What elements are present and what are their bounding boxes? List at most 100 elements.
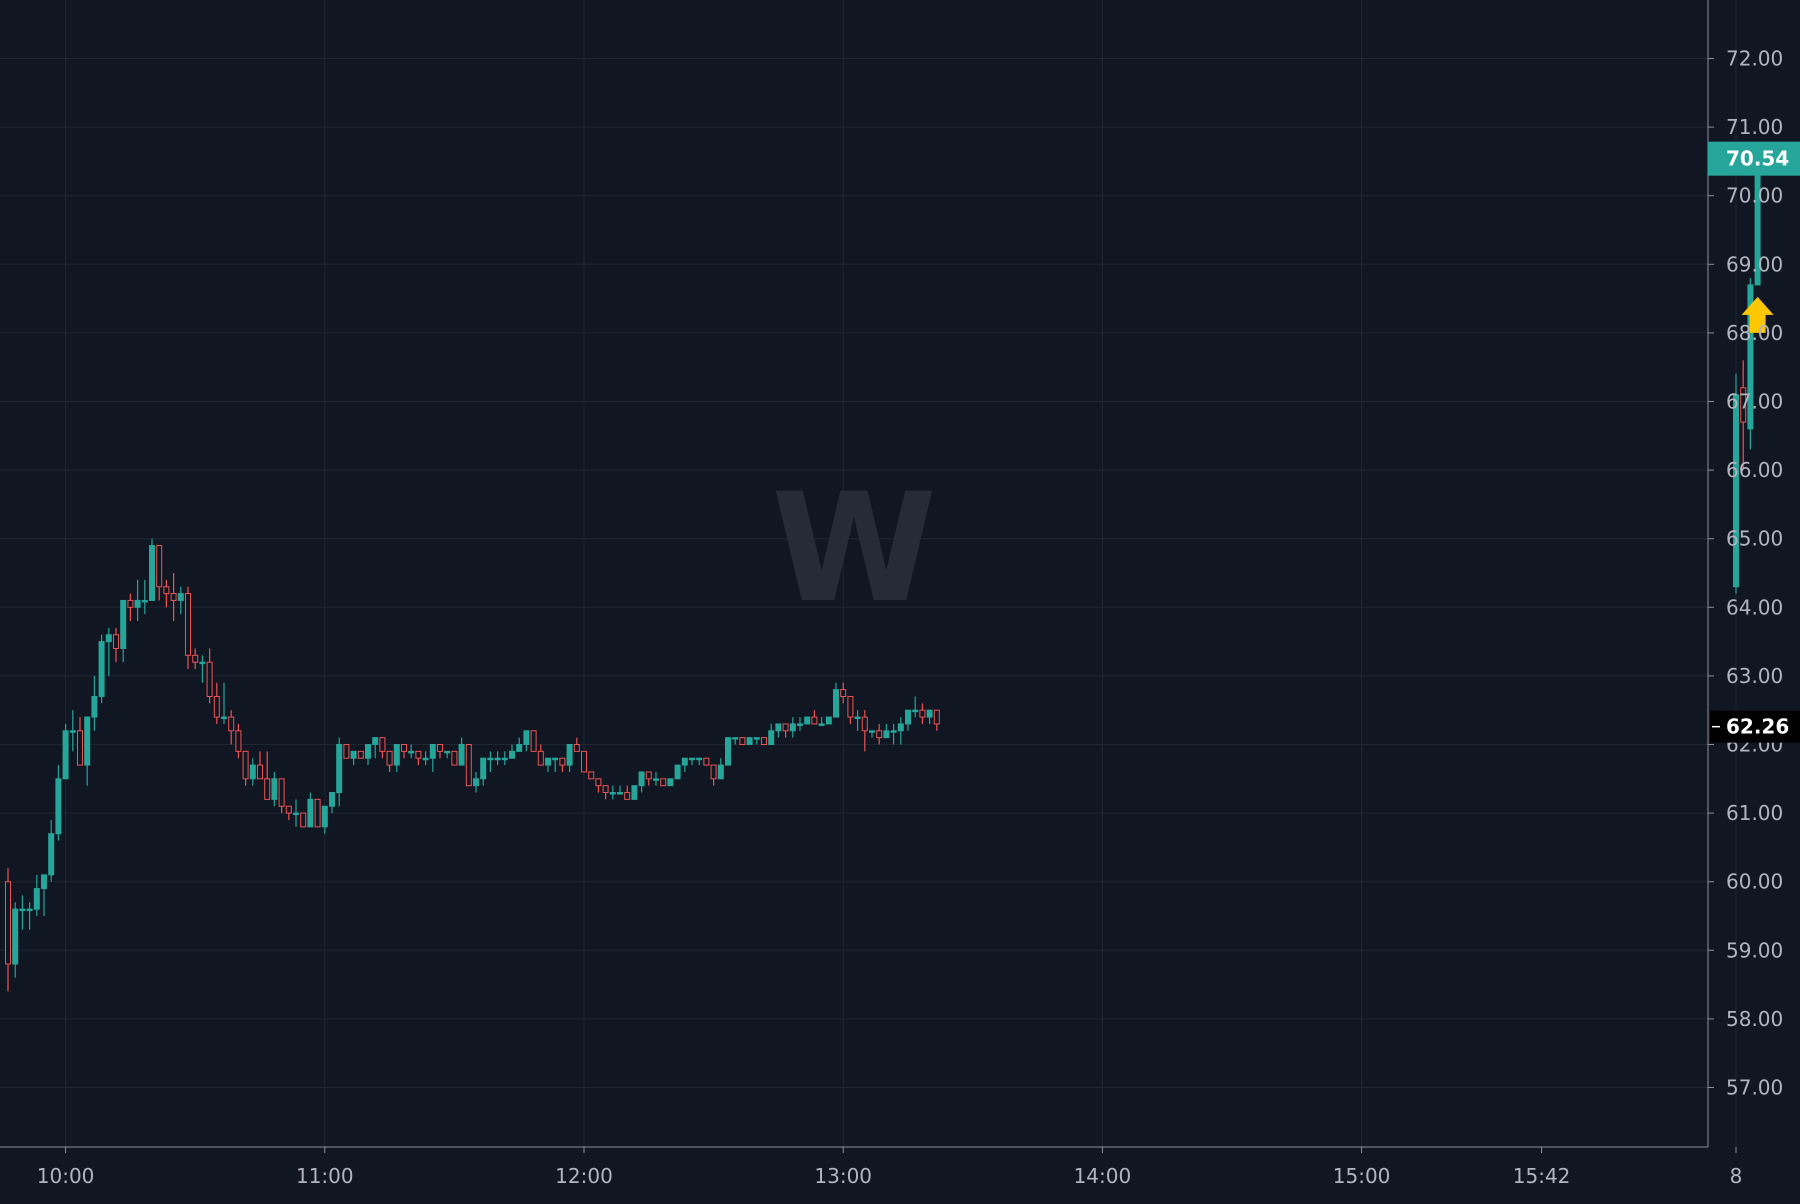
candle[interactable] bbox=[602, 785, 609, 800]
candle[interactable] bbox=[825, 716, 832, 725]
candle[interactable] bbox=[98, 634, 105, 704]
candle[interactable] bbox=[739, 737, 746, 746]
candle[interactable] bbox=[329, 792, 335, 814]
candle[interactable] bbox=[473, 771, 479, 793]
candle[interactable] bbox=[444, 750, 451, 759]
candle[interactable] bbox=[509, 744, 515, 759]
candle[interactable] bbox=[451, 750, 458, 766]
candle[interactable] bbox=[105, 627, 112, 676]
candle[interactable] bbox=[761, 737, 767, 746]
candle[interactable] bbox=[55, 765, 62, 841]
candle[interactable] bbox=[170, 573, 177, 622]
candle[interactable] bbox=[113, 627, 119, 663]
candle[interactable] bbox=[343, 744, 350, 759]
candle[interactable] bbox=[833, 682, 839, 718]
candle[interactable] bbox=[149, 538, 155, 601]
time-axis[interactable]: 10:00 11:00 12:00 13:00 14:00 15:00 15:42 8 bbox=[37, 1147, 1743, 1188]
candle[interactable] bbox=[429, 744, 436, 772]
candle[interactable] bbox=[883, 723, 890, 739]
candle[interactable] bbox=[69, 710, 76, 752]
candle[interactable] bbox=[336, 737, 343, 807]
candle[interactable] bbox=[703, 757, 710, 766]
candle[interactable] bbox=[1740, 360, 1747, 471]
candle[interactable] bbox=[797, 717, 803, 731]
candle[interactable] bbox=[249, 758, 256, 786]
candle[interactable] bbox=[465, 744, 472, 787]
candle[interactable] bbox=[530, 730, 537, 752]
candle[interactable] bbox=[372, 737, 379, 759]
candle[interactable] bbox=[573, 737, 580, 752]
candle[interactable] bbox=[523, 730, 530, 752]
candle[interactable] bbox=[890, 723, 897, 745]
candle[interactable] bbox=[314, 798, 321, 828]
candle[interactable] bbox=[631, 785, 638, 800]
candle[interactable] bbox=[746, 737, 753, 746]
candle[interactable] bbox=[350, 750, 357, 766]
candle[interactable] bbox=[732, 737, 739, 745]
candle[interactable] bbox=[480, 757, 487, 786]
candle[interactable] bbox=[33, 874, 40, 916]
candle[interactable] bbox=[876, 723, 883, 745]
candle[interactable] bbox=[861, 710, 868, 752]
candle[interactable] bbox=[501, 751, 508, 766]
candle[interactable] bbox=[77, 717, 83, 766]
candle[interactable] bbox=[120, 599, 127, 663]
candle[interactable] bbox=[933, 709, 940, 731]
candle[interactable] bbox=[804, 716, 811, 725]
candle[interactable] bbox=[717, 758, 724, 780]
candle[interactable] bbox=[192, 648, 199, 670]
candle[interactable] bbox=[415, 750, 422, 766]
candle[interactable] bbox=[494, 751, 501, 766]
candle[interactable] bbox=[926, 709, 933, 724]
candle[interactable] bbox=[919, 703, 926, 724]
candle[interactable] bbox=[228, 710, 235, 745]
candle[interactable] bbox=[401, 744, 407, 759]
candle[interactable] bbox=[775, 723, 782, 738]
candle[interactable] bbox=[638, 771, 645, 793]
candle[interactable] bbox=[264, 751, 271, 800]
candle[interactable] bbox=[595, 778, 602, 793]
candle[interactable] bbox=[609, 785, 616, 800]
candle[interactable] bbox=[645, 771, 652, 786]
candle[interactable] bbox=[257, 751, 263, 780]
candle[interactable] bbox=[840, 682, 847, 704]
candle[interactable] bbox=[163, 579, 170, 608]
candle[interactable] bbox=[545, 757, 551, 772]
candle[interactable] bbox=[285, 805, 292, 820]
candle[interactable] bbox=[422, 751, 429, 766]
candle[interactable] bbox=[357, 750, 364, 759]
candle[interactable] bbox=[91, 675, 98, 731]
candle[interactable] bbox=[48, 819, 55, 882]
candle[interactable] bbox=[206, 648, 213, 704]
candle[interactable] bbox=[552, 757, 559, 772]
candle[interactable] bbox=[300, 812, 307, 828]
candle[interactable] bbox=[789, 717, 796, 738]
candle[interactable] bbox=[41, 874, 47, 916]
candle[interactable] bbox=[559, 757, 566, 772]
candle[interactable] bbox=[710, 764, 717, 786]
candle[interactable] bbox=[5, 867, 11, 992]
candle[interactable] bbox=[581, 750, 587, 773]
candle[interactable] bbox=[660, 778, 667, 787]
candle[interactable] bbox=[854, 710, 861, 731]
candle[interactable] bbox=[271, 771, 278, 807]
candle[interactable] bbox=[667, 778, 674, 787]
candle[interactable] bbox=[408, 744, 415, 759]
candle[interactable] bbox=[134, 579, 141, 622]
candle[interactable] bbox=[905, 709, 911, 731]
candle[interactable] bbox=[213, 682, 220, 724]
candle[interactable] bbox=[487, 751, 494, 772]
candle[interactable] bbox=[689, 757, 695, 766]
candle[interactable] bbox=[753, 737, 760, 745]
candle[interactable] bbox=[725, 737, 731, 766]
candle[interactable] bbox=[19, 895, 26, 930]
candle[interactable] bbox=[681, 757, 688, 772]
candle[interactable] bbox=[458, 737, 465, 766]
candle[interactable] bbox=[897, 717, 904, 745]
candle[interactable] bbox=[566, 744, 573, 772]
candle[interactable] bbox=[624, 785, 631, 800]
candle[interactable] bbox=[62, 723, 69, 780]
candle[interactable] bbox=[1733, 374, 1739, 594]
